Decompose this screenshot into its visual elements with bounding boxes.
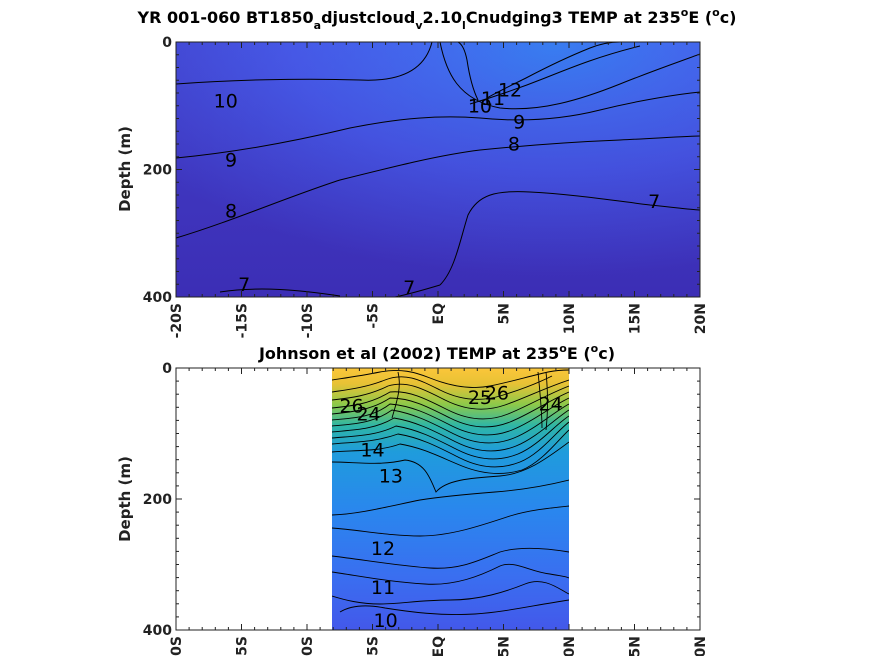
contour-label: 14 (360, 440, 384, 462)
y-tick-label: 400 (143, 623, 172, 639)
contour-label: 11 (371, 577, 395, 599)
contour-line-1-7c (394, 284, 441, 297)
contour-label: 9 (513, 111, 525, 133)
y-tick-label: 0 (162, 361, 172, 377)
x-tick-label: -5S (365, 303, 381, 329)
contour-label: 13 (379, 466, 403, 488)
contour-line-1-9 (176, 91, 700, 159)
contour-label: 8 (225, 201, 237, 223)
x-tick-label: -15S (234, 636, 250, 656)
y-tick-label: 200 (143, 492, 172, 508)
y-tick-label: 200 (143, 163, 172, 179)
x-tick-label: EQ (431, 636, 447, 656)
contour-label: 7 (648, 191, 660, 213)
x-tick-label: 5N (496, 303, 512, 324)
x-tick-label: -10S (300, 636, 316, 656)
x-tick-label: -20S (169, 303, 185, 338)
x-tick-label: 10N (562, 303, 578, 334)
contour-lines-1 (176, 42, 700, 297)
y-ticks-1: 0 200 400 (143, 35, 700, 306)
contour-label: 7 (238, 274, 250, 296)
contour-label: 10 (374, 610, 398, 632)
contour-line-1-7b (219, 288, 341, 297)
contour-line-1-10 (176, 42, 433, 85)
chart-panel-2: Johnson et al (2002) TEMP at 235oE (oc) (116, 342, 709, 656)
chart-title-1: YR 001-060 BT1850adjustcloudv2.10lCnudgi… (137, 6, 737, 32)
y-axis-label-1: Depth (m) (116, 126, 134, 212)
x-ticks-2: -20S -15S -10S -5S EQ 5N 10N 15N 20N (169, 368, 709, 656)
x-tick-label: 5N (496, 636, 512, 656)
x-tick-label: 15N (627, 636, 643, 656)
x-ticks-1: -20S -15S -10S -5S EQ 5N 10N 15N 20N (169, 42, 709, 338)
chart-panel-1: YR 001-060 BT1850adjustcloudv2.10lCnudgi… (116, 6, 736, 338)
contour-label: 24 (539, 394, 563, 416)
contour-label: 12 (498, 79, 522, 101)
y-tick-label: 400 (143, 290, 172, 306)
contour-label: 12 (371, 538, 395, 560)
contour-label: 24 (356, 404, 380, 426)
x-tick-label: -5S (365, 636, 381, 656)
contour-lines-2 (332, 369, 569, 615)
contour-label: 26 (485, 383, 509, 405)
x-tick-label: -15S (234, 303, 250, 338)
x-tick-label: EQ (431, 303, 447, 325)
x-tick-label: 20N (693, 636, 709, 656)
contour-line-1-10b (439, 42, 700, 110)
contour-label: 11 (481, 88, 505, 110)
field-shade-1 (176, 42, 700, 297)
contour-line-1-11b (469, 45, 641, 105)
x-tick-label: -20S (169, 636, 185, 656)
contour-label: 9 (225, 150, 237, 172)
x-tick-label: 15N (627, 303, 643, 334)
contour-label: 26 (339, 396, 363, 418)
contour-label: 8 (508, 134, 520, 156)
chart-title-2: Johnson et al (2002) TEMP at 235oE (oc) (258, 342, 615, 363)
contour-line-1-7 (439, 191, 700, 286)
contour-label: 25 (468, 387, 492, 409)
contour-line-1-12 (486, 42, 621, 99)
contour-label: 7 (403, 277, 415, 299)
x-tick-label: 20N (693, 303, 709, 334)
contour-line-1-8 (176, 135, 700, 239)
y-ticks-2: 0 200 400 (143, 361, 700, 639)
contour-label: 10 (214, 90, 238, 112)
x-tick-label: 10N (562, 636, 578, 656)
contour-line-1-11 (457, 42, 479, 101)
contour-label: 10 (468, 95, 492, 117)
y-tick-label: 0 (162, 35, 172, 51)
x-tick-label: -10S (300, 303, 316, 338)
y-axis-label-2: Depth (m) (116, 456, 134, 542)
